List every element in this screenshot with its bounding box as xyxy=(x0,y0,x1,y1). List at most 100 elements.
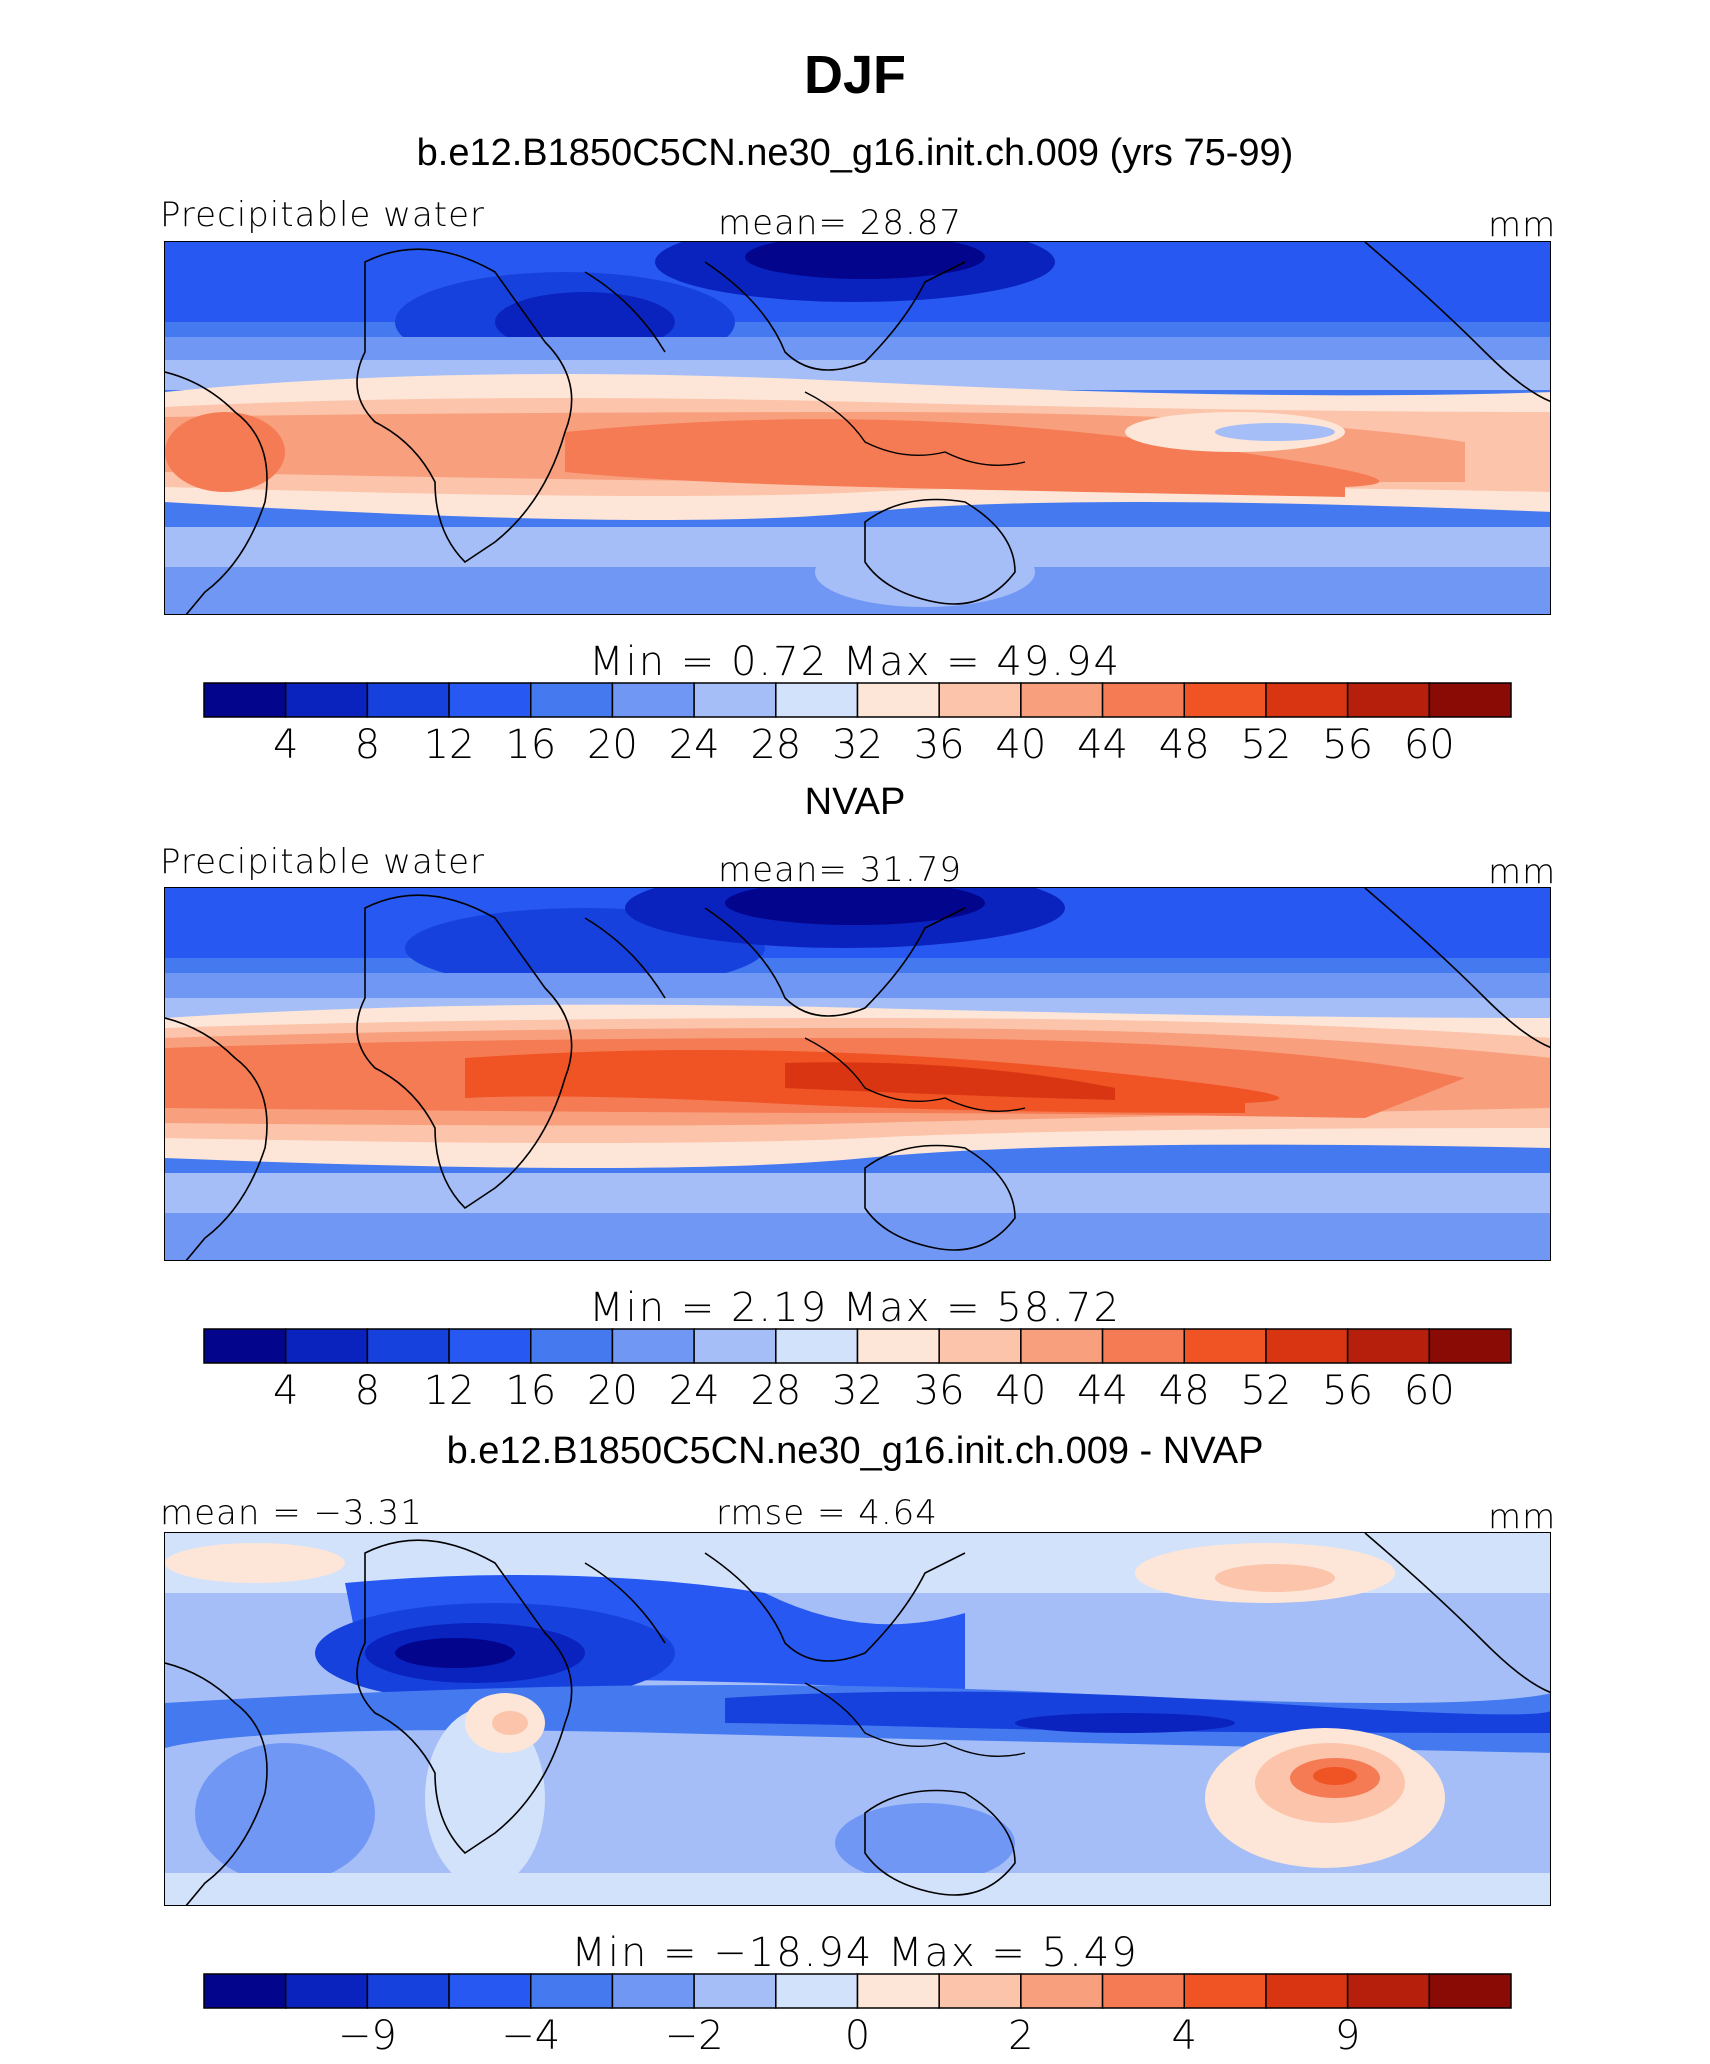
colorbar-2-swatch-15 xyxy=(1428,1328,1512,1364)
panel-2-map xyxy=(164,887,1551,1261)
colorbar-1-tick-label: 52 xyxy=(1240,722,1292,768)
colorbar-1-tick-label: 4 xyxy=(272,722,299,768)
colorbar-2-tick-label: 4 xyxy=(272,1368,299,1414)
colorbar-2-tick-label: 24 xyxy=(668,1368,720,1414)
panel-1-minmax: Min = 0.72 Max = 49.94 xyxy=(589,639,1121,685)
colorbar-2-swatch-11 xyxy=(1101,1328,1185,1364)
panel-1-map xyxy=(164,241,1551,615)
colorbar-1-swatch-13 xyxy=(1265,682,1349,718)
colorbar-3-swatch-4 xyxy=(530,1973,614,2009)
panel-1-subtitle: b.e12.B1850C5CN.ne30_g16.init.ch.009 (yr… xyxy=(416,132,1294,174)
colorbar-2-tick-label: 8 xyxy=(354,1368,381,1414)
colorbar-1-swatch-6 xyxy=(693,682,777,718)
colorbar-3-swatch-1 xyxy=(284,1973,369,2009)
colorbar-2-swatch-9 xyxy=(938,1328,1022,1364)
panel-3-map-svg xyxy=(165,1533,1550,1905)
colorbar-3-swatch-12 xyxy=(1183,1973,1267,2009)
colorbar-2-swatch-5 xyxy=(611,1328,695,1364)
colorbar-1-tick-label: 12 xyxy=(423,722,475,768)
panel-3-rmse-label: rmse = 4.64 xyxy=(716,1493,938,1533)
colorbar-2-swatch-0 xyxy=(203,1328,287,1364)
colorbar-2-tick-label: 52 xyxy=(1240,1368,1292,1414)
panel-3-minmax: Min = −18.94 Max = 5.49 xyxy=(571,1930,1139,1976)
panel-1-colorbar xyxy=(203,682,1512,718)
colorbar-2-tick-label: 56 xyxy=(1322,1368,1374,1414)
colorbar-2-tick-label: 12 xyxy=(423,1368,475,1414)
colorbar-2-swatch-7 xyxy=(775,1328,859,1364)
colorbar-1-swatch-3 xyxy=(448,682,532,718)
colorbar-3-swatch-0 xyxy=(203,1973,287,2009)
panel-1-variable-label: Precipitable water xyxy=(160,195,486,235)
colorbar-2-swatch-13 xyxy=(1265,1328,1349,1364)
colorbar-1-swatch-0 xyxy=(203,682,287,718)
panel-2-mean-label: mean= 31.79 xyxy=(718,850,963,890)
colorbar-1-swatch-8 xyxy=(856,682,940,718)
colorbar-1-tick-label: 20 xyxy=(586,722,638,768)
panel-2-map-svg xyxy=(165,888,1550,1260)
colorbar-2-swatch-2 xyxy=(366,1328,450,1364)
colorbar-3-tick-label: 0 xyxy=(844,2013,871,2059)
colorbar-1-swatch-15 xyxy=(1428,682,1512,718)
page-title: DJF xyxy=(803,45,906,105)
colorbar-1-swatch-2 xyxy=(366,682,450,718)
colorbar-2-tick-label: 60 xyxy=(1403,1368,1455,1414)
colorbar-1-tick-label: 8 xyxy=(354,722,381,768)
colorbar-2-swatch-12 xyxy=(1183,1328,1267,1364)
colorbar-3-swatch-14 xyxy=(1346,1973,1431,2009)
colorbar-1-tick-label: 24 xyxy=(668,722,720,768)
colorbar-3-swatch-6 xyxy=(693,1973,777,2009)
colorbar-1-tick-label: 36 xyxy=(913,722,965,768)
panel-3-colorbar xyxy=(203,1973,1512,2009)
colorbar-3-swatch-8 xyxy=(856,1973,940,2009)
colorbar-2-tick-label: 20 xyxy=(586,1368,638,1414)
colorbar-2-tick-label: 44 xyxy=(1077,1368,1129,1414)
colorbar-3-tick-label: 4 xyxy=(1171,2013,1197,2059)
colorbar-2-swatch-14 xyxy=(1346,1328,1431,1364)
panel-3-subtitle: b.e12.B1850C5CN.ne30_g16.init.ch.009 - N… xyxy=(446,1430,1264,1472)
panel-1-units-label: mm xyxy=(1488,205,1557,245)
colorbar-1-swatch-5 xyxy=(611,682,695,718)
colorbar-2-tick-label: 36 xyxy=(913,1368,965,1414)
colorbar-1-tick-label: 28 xyxy=(750,722,802,768)
colorbar-3-swatch-10 xyxy=(1020,1973,1104,2009)
colorbar-2-swatch-10 xyxy=(1020,1328,1104,1364)
colorbar-1-tick-label: 40 xyxy=(995,722,1047,768)
colorbar-1-tick-label: 60 xyxy=(1403,722,1455,768)
panel-2-colorbar-svg xyxy=(203,1328,1512,1364)
colorbar-3-tick-label: −4 xyxy=(501,2013,561,2059)
colorbar-1-swatch-10 xyxy=(1020,682,1104,718)
colorbar-3-swatch-15 xyxy=(1428,1973,1512,2009)
colorbar-3-tick-label: −9 xyxy=(337,2013,397,2059)
panel-3-units-label: mm xyxy=(1488,1497,1557,1537)
colorbar-3-tick-label: 2 xyxy=(1008,2013,1034,2059)
colorbar-1-tick-label: 48 xyxy=(1158,722,1210,768)
panel-2-units-label: mm xyxy=(1488,852,1557,892)
panel-3-map xyxy=(164,1532,1551,1906)
colorbar-2-swatch-6 xyxy=(693,1328,777,1364)
colorbar-3-swatch-11 xyxy=(1101,1973,1185,2009)
colorbar-3-tick-label: −2 xyxy=(664,2013,724,2059)
colorbar-3-tick-label: 9 xyxy=(1334,2013,1361,2059)
colorbar-2-swatch-8 xyxy=(856,1328,940,1364)
colorbar-3-swatch-9 xyxy=(938,1973,1022,2009)
colorbar-1-tick-label: 32 xyxy=(832,722,883,768)
colorbar-2-tick-label: 40 xyxy=(995,1368,1047,1414)
colorbar-3-swatch-7 xyxy=(775,1973,859,2009)
colorbar-2-swatch-1 xyxy=(284,1328,369,1364)
panel-1-mean-label: mean= 28.87 xyxy=(718,203,963,243)
panel-2-colorbar xyxy=(203,1328,1512,1364)
panel-1-map-svg xyxy=(165,242,1550,614)
colorbar-3-swatch-2 xyxy=(366,1973,450,2009)
colorbar-1-swatch-4 xyxy=(530,682,614,718)
panel-3-mean-label: mean = −3.31 xyxy=(160,1493,423,1533)
panel-2-variable-label: Precipitable water xyxy=(160,842,486,882)
colorbar-2-tick-label: 28 xyxy=(750,1368,802,1414)
colorbar-3-swatch-3 xyxy=(448,1973,532,2009)
colorbar-2-tick-label: 32 xyxy=(832,1368,883,1414)
colorbar-1-swatch-7 xyxy=(775,682,859,718)
panel-2-subtitle: NVAP xyxy=(804,781,906,823)
colorbar-1-tick-label: 56 xyxy=(1322,722,1374,768)
colorbar-2-swatch-4 xyxy=(530,1328,614,1364)
colorbar-1-tick-label: 44 xyxy=(1077,722,1129,768)
colorbar-1-tick-label: 16 xyxy=(505,722,557,768)
